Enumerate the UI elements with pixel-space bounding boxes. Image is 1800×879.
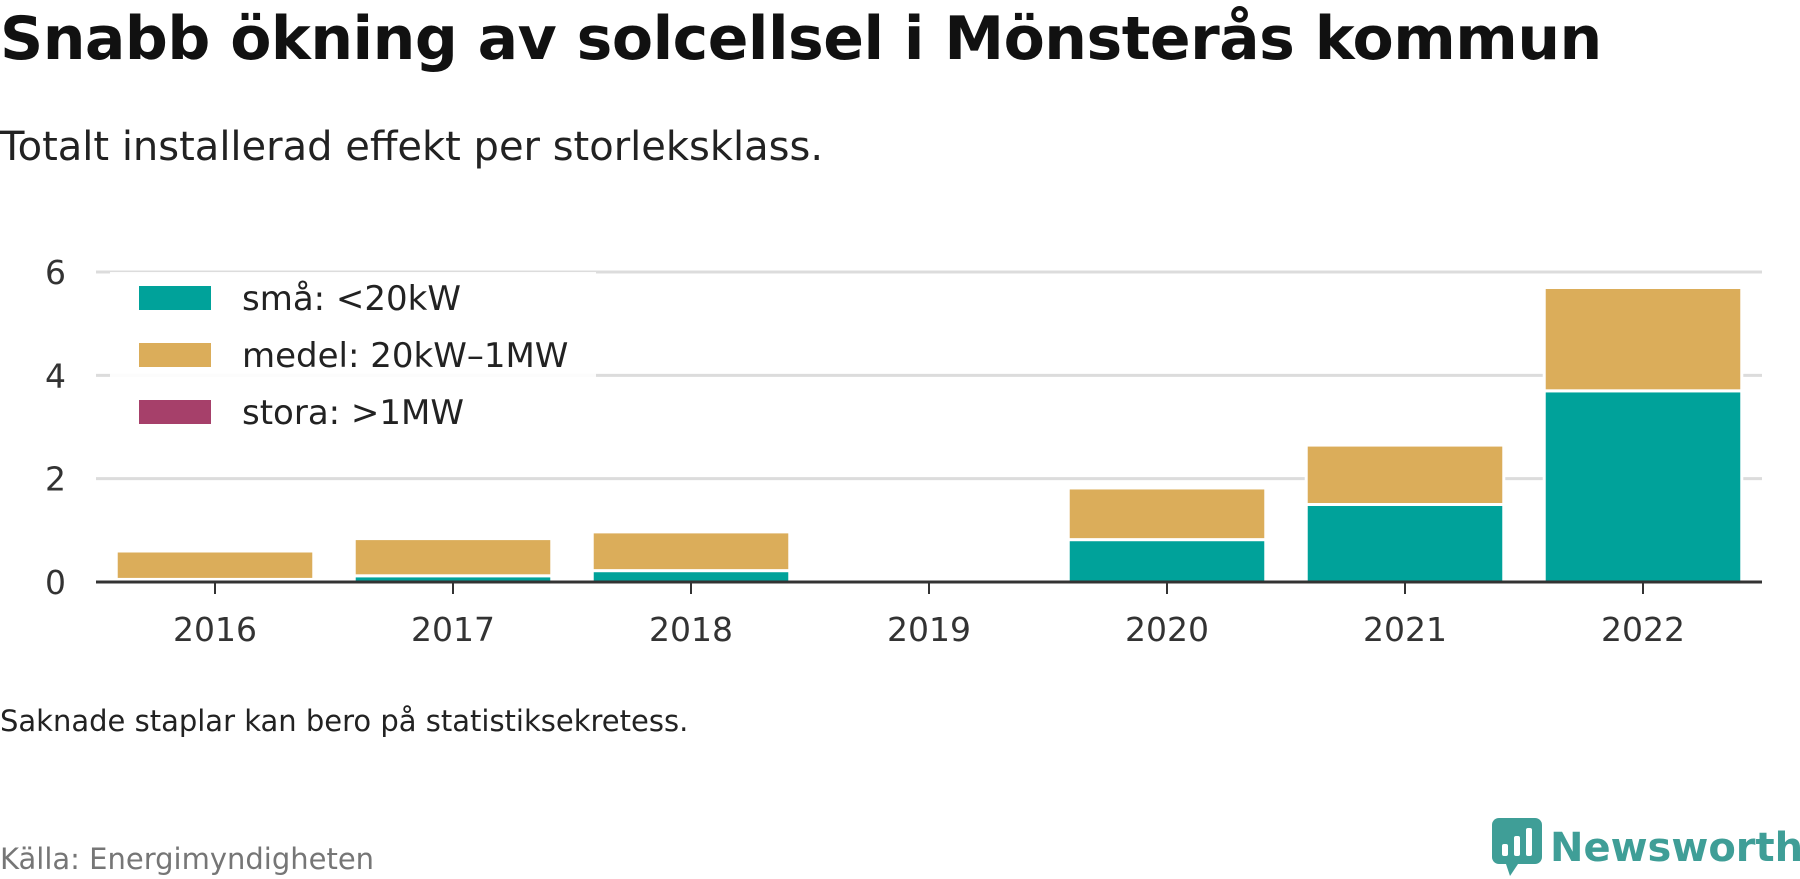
y-tick-label: 0 — [45, 563, 66, 602]
bar-segment — [590, 569, 792, 584]
bar-segment — [1304, 503, 1506, 584]
y-axis-ticks: 0 2 4 6 — [45, 253, 66, 602]
y-tick-label: 4 — [45, 356, 66, 395]
bar-segment — [590, 530, 792, 573]
x-tick-label: 2016 — [173, 610, 257, 649]
y-tick-label: 2 — [45, 460, 66, 499]
legend: små: <20kW medel: 20kW–1MW stora: >1MW — [110, 272, 596, 444]
brand-name: Newsworthy — [1550, 825, 1800, 871]
bar-chart: 0 2 4 6 2016 2017 2018 2019 2020 2021 2022 små: <… — [45, 253, 1762, 649]
x-tick-label: 2019 — [887, 610, 971, 649]
bar-segment — [1304, 443, 1506, 507]
footnote: Saknade staplar kan bero på statistiksek… — [0, 704, 689, 738]
legend-swatch — [139, 286, 211, 310]
x-tick-label: 2021 — [1363, 610, 1447, 649]
legend-label: stora: >1MW — [242, 393, 464, 433]
y-tick-label: 6 — [45, 253, 66, 292]
legend-label: små: <20kW — [242, 279, 461, 319]
bar-segment — [114, 549, 316, 581]
legend-label: medel: 20kW–1MW — [242, 336, 568, 376]
chart-title: Snabb ökning av solcellsel i Mönsterås k… — [0, 4, 1602, 74]
newsworthy-logo-icon — [1492, 818, 1542, 876]
legend-swatch — [139, 343, 211, 367]
bar-segment — [1542, 389, 1744, 584]
brand-logo[interactable]: Newsworthy — [1492, 818, 1800, 878]
legend-swatch — [139, 400, 211, 424]
x-tick-label: 2020 — [1125, 610, 1209, 649]
bar-segment — [1066, 486, 1268, 542]
bar-segment — [1542, 286, 1744, 393]
bars — [114, 286, 1744, 584]
x-axis: 2016 2017 2018 2019 2020 2021 2022 — [96, 580, 1762, 649]
source-text: Källa: Energimyndigheten — [0, 842, 375, 876]
x-tick-label: 2017 — [411, 610, 495, 649]
x-tick-label: 2022 — [1601, 610, 1685, 649]
x-tick-label: 2018 — [649, 610, 733, 649]
chart-subtitle: Totalt installerad effekt per storlekskl… — [0, 124, 824, 170]
bar-segment — [1066, 538, 1268, 584]
bar-segment — [352, 537, 554, 578]
